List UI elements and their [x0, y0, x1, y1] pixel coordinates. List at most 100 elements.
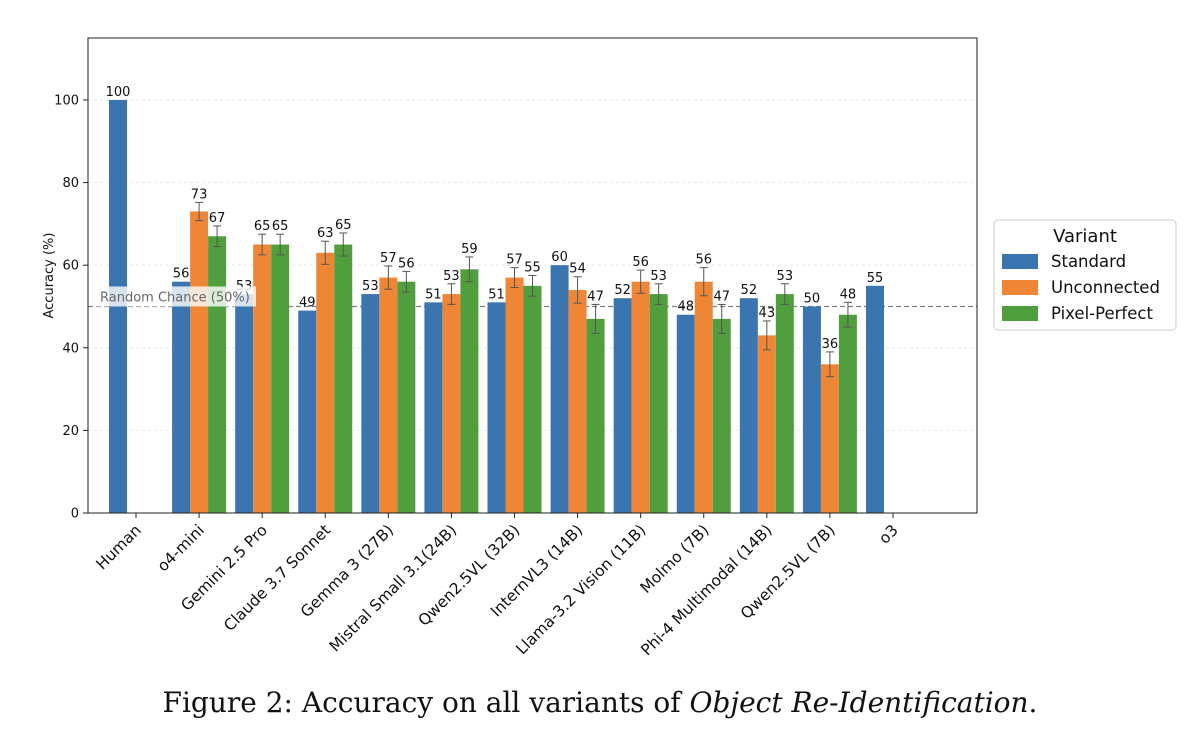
bar-standard	[550, 265, 569, 513]
legend: Variant Standard Unconnected Pixel-Perfect	[993, 219, 1177, 331]
x-tick-label: o4-mini	[154, 521, 208, 575]
caption-suffix: .	[1028, 686, 1038, 719]
bar-standard	[361, 294, 380, 513]
caption-emphasis: Object Re-Identification	[689, 686, 1029, 719]
bar-value-label: 57	[380, 251, 397, 266]
legend-swatch-standard	[1002, 254, 1038, 269]
bar-unconnected	[316, 252, 335, 514]
bar-pixel-perfect	[460, 269, 479, 513]
bar-unconnected	[631, 281, 650, 513]
bar-value-label: 63	[317, 226, 334, 241]
bar-value-label: 56	[173, 267, 190, 282]
y-tick-label: 0	[71, 507, 79, 522]
bar-value-label: 65	[254, 219, 271, 234]
legend-label-pixel-perfect: Pixel-Perfect	[1051, 304, 1153, 323]
bar-value-label: 65	[272, 219, 289, 234]
bar-pixel-perfect	[523, 285, 542, 513]
bar-standard	[739, 298, 758, 513]
bar-standard	[676, 314, 695, 513]
x-tick-label: Claude 3.7 Sonnet	[220, 521, 334, 635]
legend-label-unconnected: Unconnected	[1051, 278, 1160, 297]
bar-pixel-perfect	[334, 244, 353, 514]
legend-label-standard: Standard	[1051, 252, 1126, 271]
bar-standard	[235, 294, 254, 513]
bar-standard	[802, 306, 821, 513]
x-tick-label: o3	[875, 521, 901, 547]
x-tick-label: Mistral Small 3.1(24B)	[326, 521, 460, 655]
bar-value-label: 52	[741, 283, 758, 298]
bar-value-label: 55	[867, 271, 884, 286]
bar-value-label: 54	[569, 262, 586, 277]
bar-value-label: 67	[209, 211, 226, 226]
y-tick-label: 40	[62, 341, 79, 356]
bar-value-label: 43	[759, 306, 776, 321]
bar-pixel-perfect	[586, 318, 605, 513]
bar-unconnected	[568, 289, 587, 513]
bar-pixel-perfect	[649, 294, 668, 513]
bar-value-label: 52	[614, 283, 631, 298]
bar-value-label: 50	[804, 291, 821, 306]
bar-unconnected	[379, 277, 398, 513]
bar-pixel-perfect	[271, 244, 290, 514]
bar-value-label: 56	[398, 256, 415, 271]
legend-box	[993, 219, 1177, 331]
error-bars-group	[195, 201, 852, 378]
bar-standard	[613, 298, 632, 513]
bar-pixel-perfect	[838, 314, 857, 513]
bar-unconnected	[442, 294, 461, 513]
legend-swatch-unconnected	[1002, 280, 1038, 295]
bar-value-label: 100	[106, 85, 131, 100]
bar-unconnected	[190, 211, 209, 513]
bar-value-label: 56	[695, 253, 712, 268]
bar-standard	[424, 302, 443, 513]
bar-value-label: 53	[443, 269, 460, 284]
figure-caption: Figure 2: Accuracy on all variants of Ob…	[0, 686, 1200, 719]
bar-unconnected	[253, 244, 272, 514]
x-tick-label: Llama-3.2 Vision (11B)	[512, 521, 649, 658]
reference-label-bg	[96, 286, 256, 307]
bar-pixel-perfect	[712, 318, 731, 513]
bar-value-label: 55	[524, 261, 541, 276]
y-tick-label: 80	[62, 176, 79, 191]
bar-value-label: 59	[461, 242, 478, 257]
bar-pixel-perfect	[397, 281, 416, 513]
bar-value-label: 49	[299, 296, 316, 311]
bar-value-label: 48	[840, 287, 857, 302]
bar-value-label: 65	[335, 218, 352, 233]
bar-value-label: 51	[425, 287, 442, 302]
bar-chart: 1005653495351516052485250557365635753575…	[42, 37, 1177, 659]
bar-standard	[487, 302, 506, 513]
random-chance-label-group: Random Chance (50%)	[96, 286, 256, 307]
bar-value-label: 47	[713, 289, 730, 304]
bar-value-label: 36	[822, 337, 839, 352]
bar-pixel-perfect	[775, 294, 794, 513]
bar-value-label: 56	[632, 255, 649, 270]
plot-frame	[87, 37, 978, 514]
bar-value-label: 57	[506, 253, 523, 268]
bar-value-label: 47	[587, 289, 604, 304]
bar-standard	[866, 285, 884, 513]
bar-value-label: 53	[777, 269, 794, 284]
reference-line-label: Random Chance (50%)	[100, 290, 250, 305]
bar-labels-group: 1005653495351516052485250557365635753575…	[106, 85, 884, 352]
bar-value-label: 60	[551, 250, 568, 265]
y-tick-label: 100	[54, 93, 79, 108]
bar-value-label: 53	[362, 279, 379, 294]
x-tick-label: Phi-4 Multimodal (14B)	[638, 521, 776, 659]
bar-unconnected	[820, 364, 839, 513]
bar-standard	[298, 310, 317, 513]
y-axis: 0 20 40 60 80 100	[54, 93, 88, 522]
bar-value-label: 53	[650, 269, 667, 284]
bar-value-label: 51	[488, 287, 505, 302]
x-tick-label: Human	[93, 521, 145, 573]
legend-swatch-pixel-perfect	[1002, 306, 1038, 321]
bar-unconnected	[757, 335, 776, 513]
bar-unconnected	[694, 281, 713, 513]
y-axis-label: Accuracy (%)	[42, 233, 57, 319]
caption-prefix: Figure 2: Accuracy on all variants of	[162, 686, 690, 719]
y-tick-label: 20	[62, 424, 79, 439]
bar-value-label: 48	[677, 300, 694, 315]
legend-title: Variant	[1053, 226, 1117, 247]
y-tick-label: 60	[62, 259, 79, 274]
